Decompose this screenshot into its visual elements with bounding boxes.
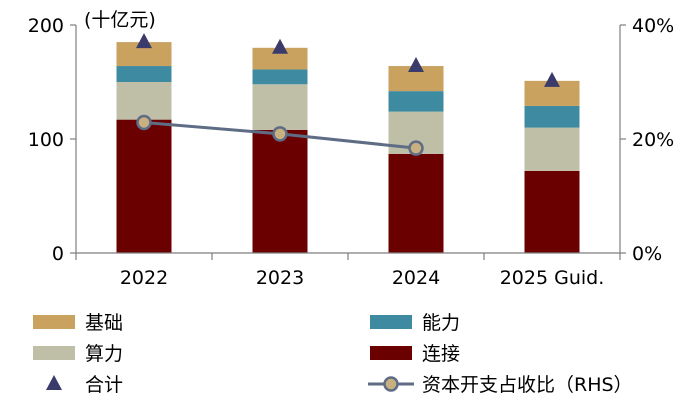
capex-ratio-point — [272, 126, 288, 142]
bar-segment — [524, 127, 580, 171]
legend-swatch-marker — [383, 376, 399, 392]
bar-segment — [252, 129, 308, 253]
legend-label: 基础 — [85, 312, 123, 334]
legend-swatch — [370, 315, 412, 329]
bar-segment — [116, 82, 172, 120]
legend-label: 连接 — [422, 343, 460, 365]
bar-segment — [252, 47, 308, 70]
right-y-tick-label: 0% — [632, 243, 662, 265]
left-y-tick-label: 100 — [28, 129, 64, 151]
bar-segment — [388, 153, 444, 253]
total-marker — [136, 33, 152, 49]
legend-label: 合计 — [85, 374, 123, 396]
plot-area — [116, 33, 580, 254]
bar-segment — [388, 91, 444, 112]
axes: (十亿元) 0 100 200 0% 20% 40% 2022 2023 2024 2025 Gu… — [28, 9, 675, 289]
total-marker — [272, 38, 288, 54]
capex-ratio-point — [408, 140, 424, 156]
bar-segment — [252, 84, 308, 130]
x-tick-label: 2024 — [392, 267, 440, 289]
legend-swatch — [33, 315, 75, 329]
legend-label: 资本开支占收比（RHS） — [422, 374, 633, 396]
total-marker — [544, 71, 560, 87]
legend-swatch — [33, 346, 75, 360]
x-tick-label: 2025 Guid. — [500, 267, 605, 289]
legend-label: 算力 — [85, 343, 123, 365]
right-y-tick-label: 40% — [632, 15, 674, 37]
total-marker — [408, 57, 424, 73]
x-tick-label: 2022 — [120, 267, 168, 289]
legend-swatch — [46, 375, 62, 390]
bar-segment — [252, 69, 308, 85]
unit-label: (十亿元) — [84, 9, 156, 31]
bar-segment — [524, 105, 580, 128]
bar-segment — [116, 119, 172, 254]
x-tick-label: 2023 — [256, 267, 304, 289]
left-y-tick-label: 200 — [28, 15, 64, 37]
right-y-tick-label: 20% — [632, 129, 674, 151]
legend-swatch — [370, 346, 412, 360]
left-y-tick-label: 0 — [52, 243, 64, 265]
bar-segment — [116, 42, 172, 67]
bar-segment — [524, 170, 580, 253]
legend-label: 能力 — [422, 312, 460, 334]
capex-ratio-point — [136, 114, 152, 131]
bar-segment — [116, 66, 172, 82]
